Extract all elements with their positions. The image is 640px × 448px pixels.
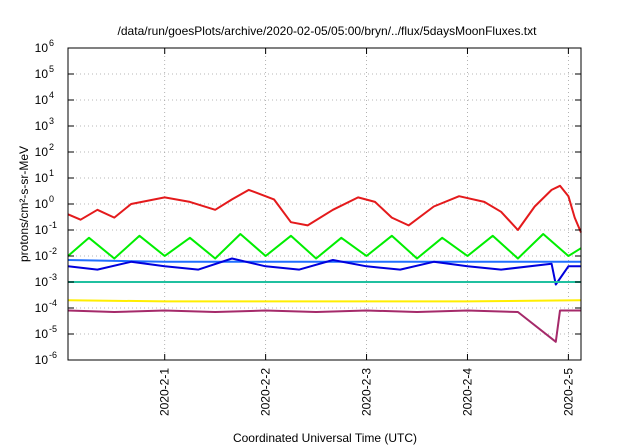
y-tick-label: 10 bbox=[35, 249, 49, 263]
y-axis-label: protons/cm²-s-sr-MeV bbox=[17, 146, 31, 262]
y-tick-exponent: 1 bbox=[49, 168, 54, 178]
x-tick-label: 2020-2-2 bbox=[259, 368, 273, 416]
y-tick-label: 10 bbox=[35, 119, 49, 133]
series-line-2 bbox=[67, 233, 582, 260]
series-line-1 bbox=[67, 184, 582, 233]
y-tick-label: 10 bbox=[35, 41, 49, 55]
data-series bbox=[67, 184, 582, 343]
x-tick-label: 2020-2-5 bbox=[561, 368, 575, 416]
grid bbox=[68, 48, 581, 360]
y-axis: 10 -610 -510 -410 -310 -210 -110 010 110 210 310 41… bbox=[35, 38, 581, 367]
y-tick-exponent: -6 bbox=[49, 350, 57, 360]
x-tick-label: 2020-2-3 bbox=[360, 368, 374, 416]
y-tick-exponent: 3 bbox=[49, 116, 54, 126]
y-tick-exponent: -2 bbox=[49, 246, 57, 256]
y-tick-exponent: 0 bbox=[49, 194, 54, 204]
y-tick-label: 10 bbox=[35, 67, 49, 81]
x-tick-label: 2020-2-1 bbox=[158, 368, 172, 416]
y-tick-exponent: 6 bbox=[49, 38, 54, 48]
x-tick-label: 2020-2-4 bbox=[460, 368, 474, 416]
y-tick-label: 10 bbox=[35, 197, 49, 211]
y-tick-exponent: -1 bbox=[49, 220, 57, 230]
series-line-4 bbox=[67, 257, 581, 286]
y-tick-exponent: -4 bbox=[49, 298, 57, 308]
y-tick-exponent: 5 bbox=[49, 64, 54, 74]
y-tick-label: 10 bbox=[35, 301, 49, 315]
x-axis-label: Coordinated Universal Time (UTC) bbox=[233, 431, 417, 445]
y-tick-label: 10 bbox=[35, 223, 49, 237]
y-tick-label: 10 bbox=[35, 327, 49, 341]
y-tick-label: 10 bbox=[35, 171, 49, 185]
series-line-3 bbox=[67, 259, 581, 263]
y-tick-exponent: -5 bbox=[49, 324, 57, 334]
y-tick-exponent: 2 bbox=[49, 142, 54, 152]
y-tick-label: 10 bbox=[35, 145, 49, 159]
series-line-6 bbox=[67, 299, 582, 303]
x-axis: 2020-2-1 2020-2-2 2020-2-3 2020-2-4 2020-2-5 bbox=[158, 48, 575, 416]
y-tick-label: 10 bbox=[35, 93, 49, 107]
chart-title: /data/run/goesPlots/archive/2020-02-05/0… bbox=[118, 24, 538, 38]
y-tick-label: 10 bbox=[35, 275, 49, 289]
y-tick-label: 10 bbox=[35, 353, 49, 367]
y-tick-exponent: 4 bbox=[49, 90, 54, 100]
series-line-7 bbox=[67, 309, 581, 343]
y-tick-exponent: -3 bbox=[49, 272, 57, 282]
